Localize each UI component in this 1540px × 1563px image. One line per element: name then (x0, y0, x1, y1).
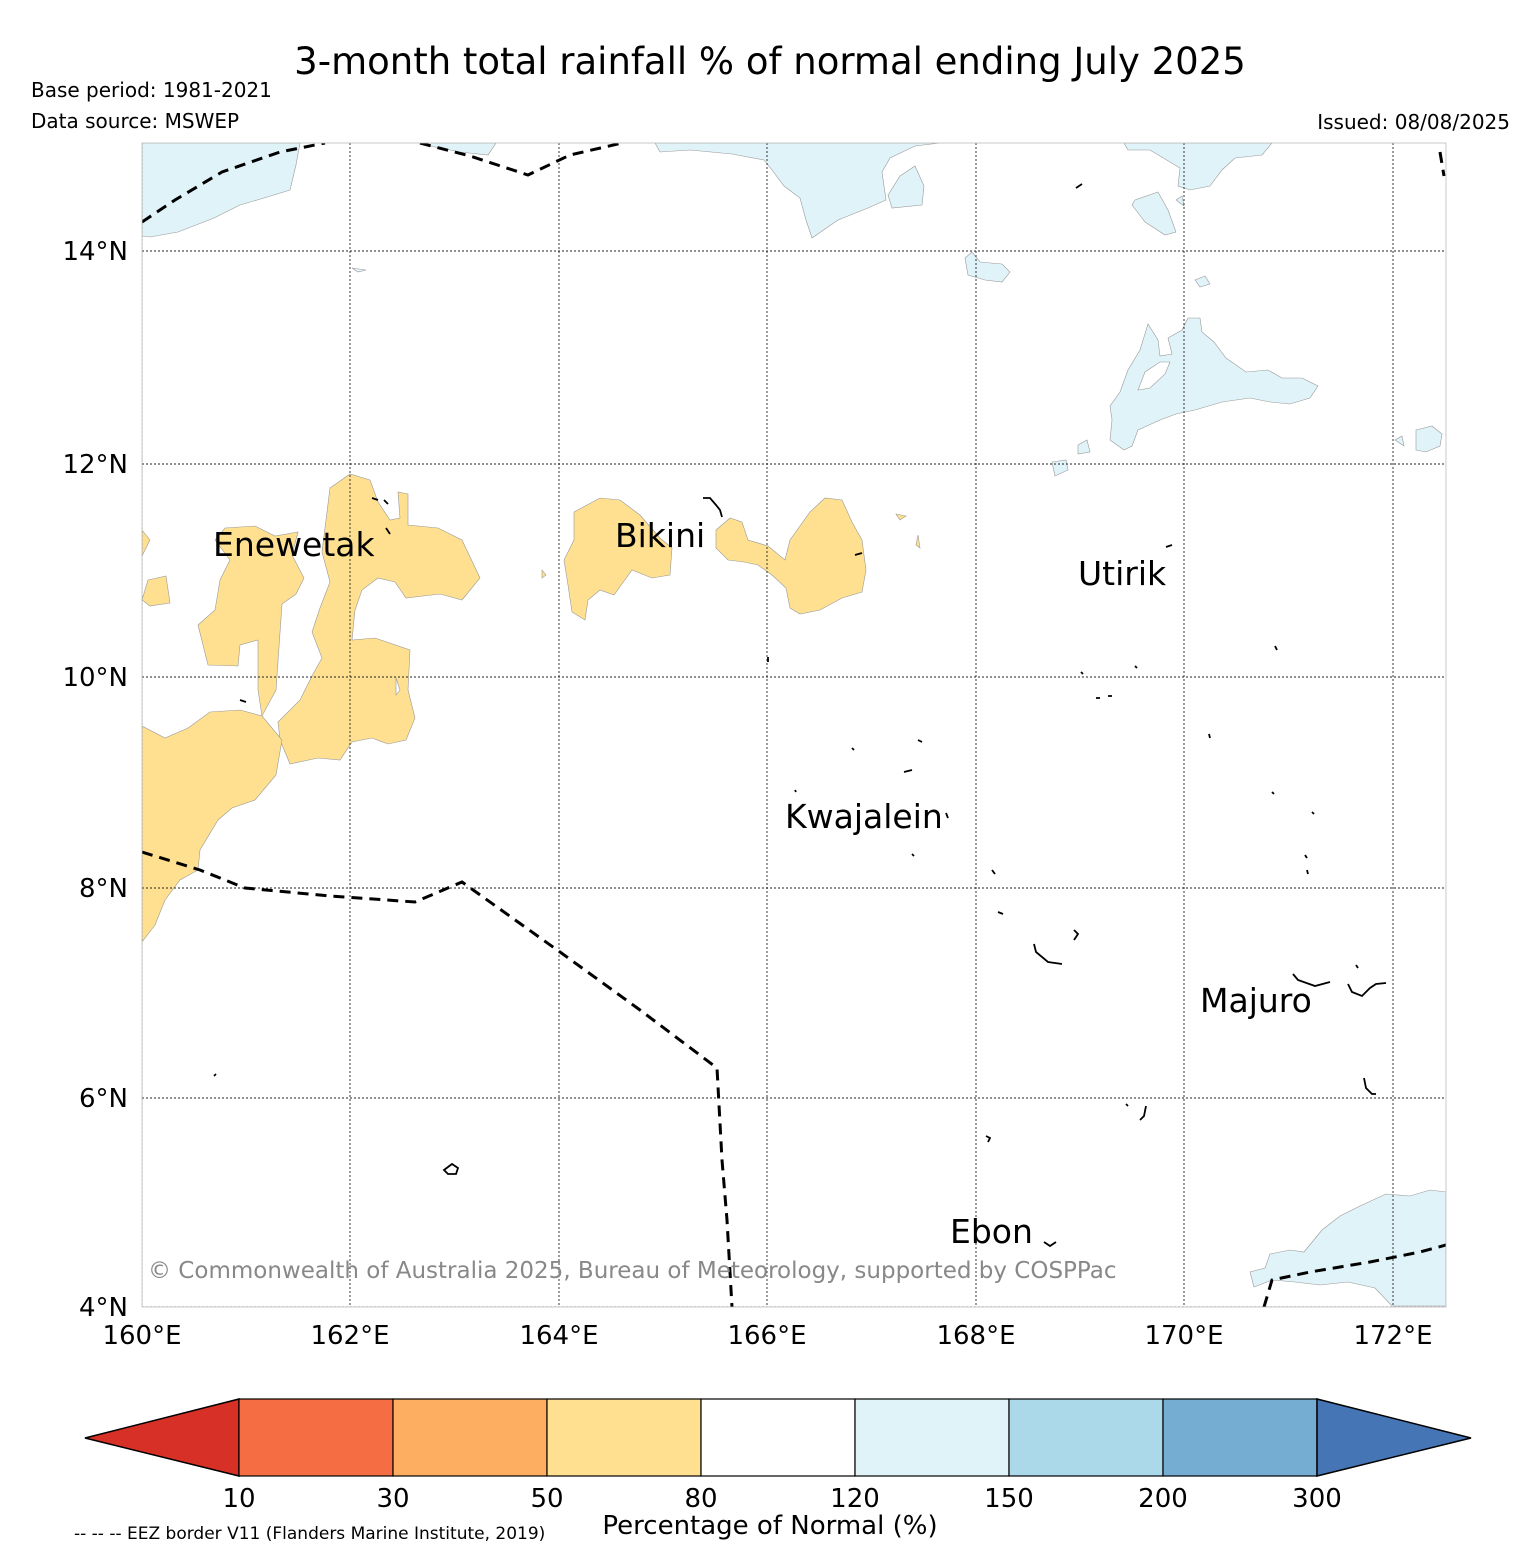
map-area (142, 143, 1446, 1307)
eez-north-east (1438, 151, 1446, 177)
region-north-east-2 (887, 165, 925, 209)
region-small-f (1077, 439, 1091, 455)
region-enewetak-west (142, 529, 151, 557)
eez-main (142, 850, 734, 1307)
lat-tick: 12°N (62, 450, 128, 480)
region-small-d (1194, 275, 1211, 288)
region-south-east (1249, 1189, 1446, 1307)
issued-date: Issued: 08/08/2025 (1317, 110, 1510, 134)
colorbar-tick: 50 (530, 1484, 563, 1514)
region-small-h (1394, 435, 1405, 447)
colorbar-swatch (546, 1398, 702, 1477)
lat-tick: 8°N (79, 874, 128, 904)
colorbar-swatch (854, 1398, 1010, 1477)
region-small-g (1051, 459, 1069, 477)
lat-tick: 10°N (62, 663, 128, 693)
lon-tick: 168°E (936, 1321, 1015, 1351)
region-north-far-east (1123, 143, 1273, 191)
region-bikini (563, 497, 673, 621)
colorbar-tick: 150 (984, 1484, 1034, 1514)
base-period-note: Base period: 1981-2021 (31, 78, 272, 102)
region-bikini-east (715, 497, 867, 615)
eez-borders (142, 143, 1446, 1307)
place-label-ebon: Ebon (950, 1212, 1033, 1251)
region-south-west (142, 709, 283, 943)
region-small-e (1137, 361, 1171, 391)
colorbar-tick: 300 (1292, 1484, 1342, 1514)
region-small-i (1415, 425, 1443, 453)
region-north-west (142, 143, 301, 238)
copyright-notice: © Commonwealth of Australia 2025, Bureau… (148, 1258, 1117, 1284)
eez-border-note: -- -- -- EEZ border V11 (Flanders Marine… (74, 1524, 546, 1544)
region-small-j (351, 267, 367, 273)
lon-tick: 166°E (727, 1321, 806, 1351)
region-west-blob (142, 575, 171, 607)
colorbar-swatches (84, 1398, 1472, 1477)
data-source-note: Data source: MSWEP (31, 109, 240, 133)
place-label-enewetak: Enewetak (213, 525, 376, 564)
below-normal-regions (142, 473, 921, 943)
colorbar-arrow-high (1316, 1398, 1472, 1477)
colorbar-tick: 10 (222, 1484, 255, 1514)
lon-tick: 164°E (519, 1321, 598, 1351)
lon-tick: 162°E (310, 1321, 389, 1351)
region-small-c (964, 251, 1011, 283)
colorbar-tick: 120 (830, 1484, 880, 1514)
lon-tick: 170°E (1144, 1321, 1223, 1351)
colorbar-swatch (238, 1398, 394, 1477)
region-small-b (1175, 195, 1185, 207)
region-small-a (1131, 191, 1177, 236)
colorbar-tick: 80 (684, 1484, 717, 1514)
colorbar-swatch (1162, 1398, 1318, 1477)
colorbar-tick: 30 (376, 1484, 409, 1514)
map-title: 3-month total rainfall % of normal endin… (294, 40, 1246, 83)
region-small-1 (895, 513, 907, 521)
island-outlines (213, 183, 1387, 1248)
colorbar-label: Percentage of Normal (%) (602, 1511, 938, 1541)
place-label-utirik: Utirik (1078, 554, 1167, 593)
colorbar-tick-labels: 10 30 50 80 120 150 200 300 (222, 1484, 1341, 1514)
region-north-east-1 (654, 143, 941, 239)
colorbar-swatch (392, 1398, 548, 1477)
region-small-2 (915, 534, 921, 549)
lat-tick-labels: 4°N 6°N 8°N 10°N 12°N 14°N (62, 237, 128, 1323)
place-label-bikini: Bikini (615, 516, 705, 555)
colorbar-arrow-low (84, 1398, 240, 1477)
place-label-majuro: Majuro (1200, 981, 1312, 1020)
place-label-kwajalein: Kwajalein (785, 797, 943, 836)
region-small-4 (395, 677, 401, 696)
region-utirik-north (1109, 317, 1319, 451)
region-central (277, 473, 481, 765)
eez-north-west (142, 143, 326, 224)
colorbar: 10 30 50 80 120 150 200 300 (84, 1398, 1472, 1514)
eez-north-center (419, 143, 623, 177)
lat-tick: 4°N (79, 1293, 128, 1323)
lat-tick: 6°N (79, 1084, 128, 1114)
lat-tick: 14°N (62, 237, 128, 267)
lon-tick-labels: 160°E 162°E 164°E 166°E 168°E 170°E 172°… (102, 1321, 1432, 1351)
region-small-3 (541, 569, 547, 579)
colorbar-swatch (700, 1398, 856, 1477)
map-frame (141, 142, 1447, 1308)
lon-tick: 160°E (102, 1321, 181, 1351)
lon-tick: 172°E (1353, 1321, 1432, 1351)
colorbar-tick: 200 (1138, 1484, 1188, 1514)
place-labels: Enewetak Bikini Utirik Kwajalein Majuro … (213, 516, 1312, 1251)
colorbar-swatch (1008, 1398, 1164, 1477)
map-gridlines (142, 143, 1446, 1307)
eez-south-east (1262, 1243, 1446, 1307)
